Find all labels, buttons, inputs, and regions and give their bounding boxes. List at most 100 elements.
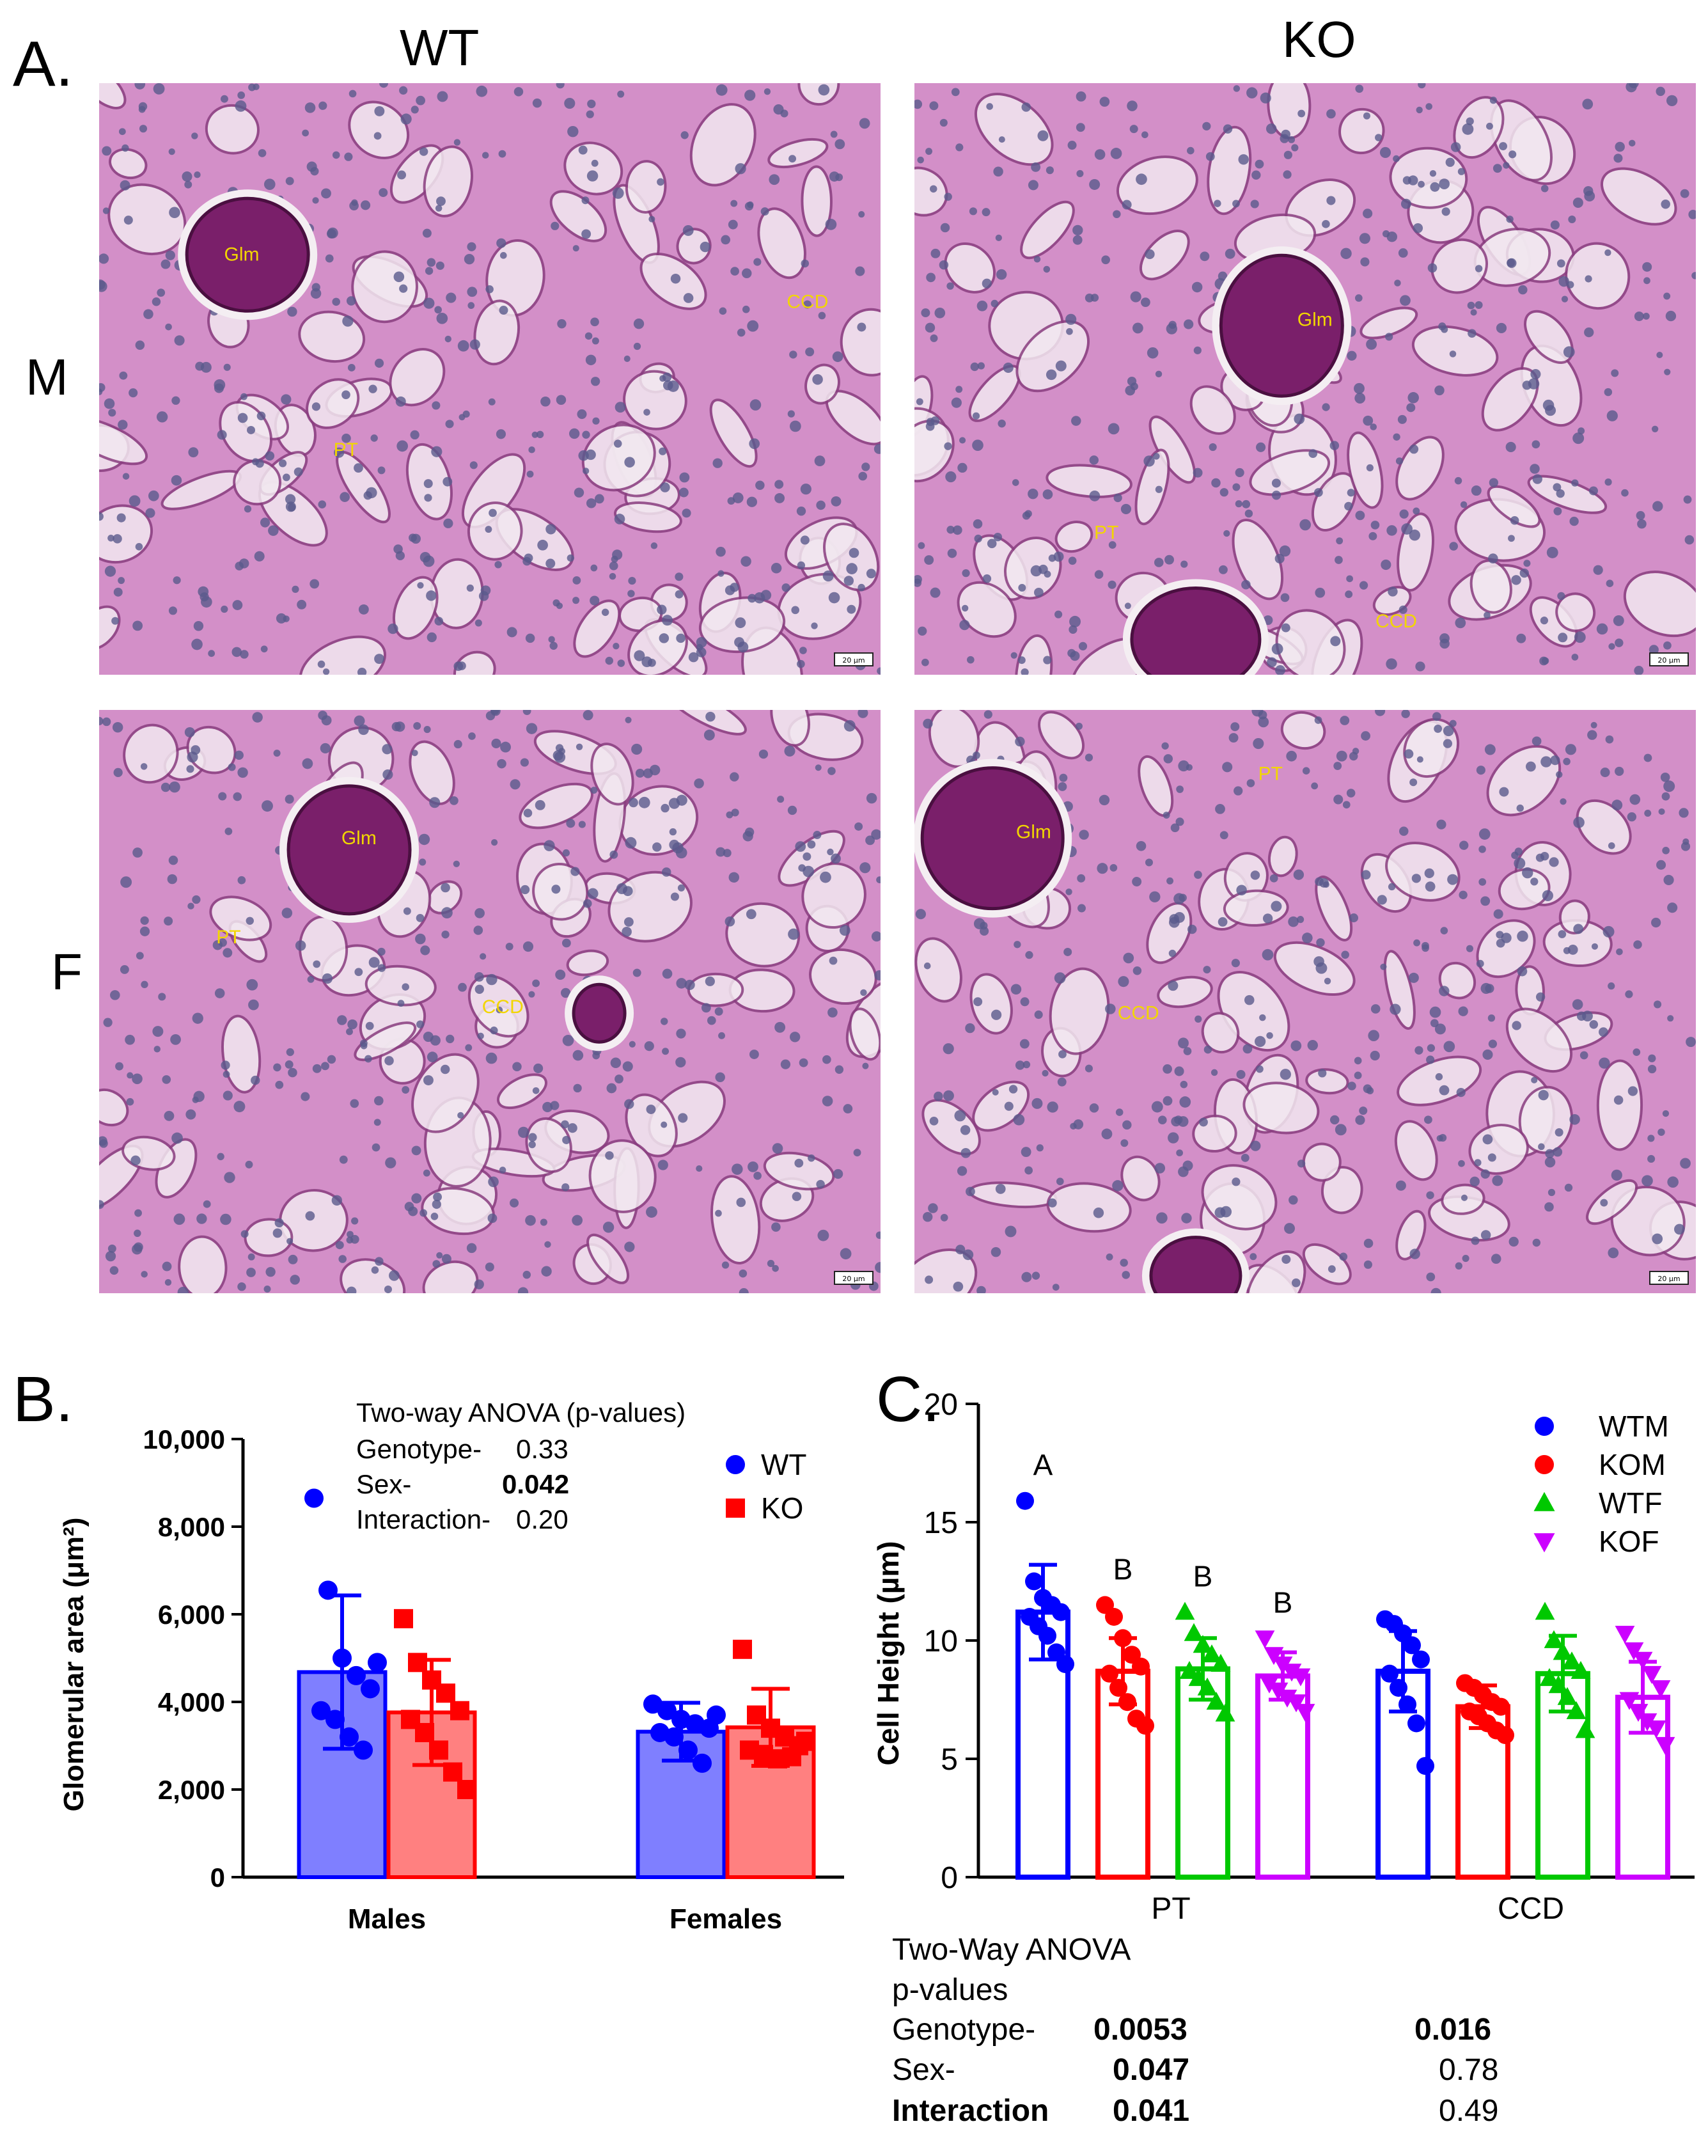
structure-label-pt: PT (1094, 522, 1118, 543)
y-axis-label: Cell Height (µm) (872, 1541, 905, 1765)
micrograph-wt-male: Glm CCD PT 20 μm (99, 83, 881, 675)
data-point (1637, 1713, 1657, 1731)
legend-marker (1533, 1491, 1555, 1511)
svg-text:20 μm: 20 μm (1657, 656, 1680, 665)
legend-label: WTF (1599, 1486, 1663, 1520)
structure-label-ccd: CCD (482, 996, 524, 1018)
data-point (1566, 1701, 1587, 1719)
anova-b-interaction-label: Interaction- (356, 1504, 491, 1534)
legend-marker (726, 1455, 745, 1474)
y-tick-label: 0 (941, 1861, 958, 1895)
data-point (1646, 1720, 1666, 1738)
legend-marker (1533, 1533, 1555, 1553)
data-point (657, 1701, 677, 1720)
data-point (1188, 1668, 1209, 1687)
structure-label-ccd: CCD (1375, 611, 1417, 632)
data-point (1264, 1647, 1284, 1665)
panel-b-letter: B. (13, 1364, 74, 1435)
data-point (1544, 1630, 1564, 1648)
data-point (1277, 1689, 1297, 1708)
data-point (1025, 1572, 1043, 1591)
column-header-wt: WT (400, 19, 480, 76)
legend-label: WTM (1599, 1410, 1669, 1443)
data-point (1215, 1703, 1235, 1722)
x-category-label: PT (1151, 1892, 1190, 1926)
data-point (1281, 1664, 1302, 1682)
data-point (1286, 1694, 1306, 1713)
y-tick-label: 0 (210, 1862, 225, 1892)
data-point (1259, 1675, 1280, 1694)
anova-c-sex-label: Sex- (892, 2053, 955, 2087)
structure-label-glm: Glm (1016, 822, 1051, 843)
structure-label-pt: PT (334, 439, 358, 460)
anova-b-genotype-value: 0.33 (516, 1434, 568, 1464)
data-point (368, 1653, 387, 1672)
anova-c-interaction-label: Interaction (892, 2094, 1049, 2128)
y-tick-label: 5 (941, 1743, 958, 1777)
data-point (1412, 1650, 1430, 1669)
data-point (450, 1701, 469, 1720)
legend-label: WT (761, 1448, 807, 1481)
row-header-male: M (26, 349, 68, 405)
row-header-female: F (51, 943, 82, 1000)
data-point (1403, 1636, 1421, 1655)
y-tick-label: 10 (924, 1625, 958, 1658)
data-point (1407, 1714, 1425, 1733)
data-point (678, 1740, 698, 1760)
data-point (347, 1665, 366, 1685)
panel-a-letter: A. (13, 28, 74, 100)
data-point (394, 1609, 413, 1628)
anova-c-genotype-ccd: 0.016 (1414, 2013, 1492, 2047)
y-tick-label: 8,000 (158, 1512, 225, 1542)
data-point (1052, 1603, 1070, 1621)
data-point (443, 1762, 462, 1782)
data-point (1109, 1679, 1127, 1697)
data-point (1273, 1656, 1293, 1675)
data-point (429, 1740, 448, 1760)
micrograph-ko-male: Glm PT CCD 20 μm (914, 83, 1696, 675)
y-tick-label: 15 (924, 1506, 958, 1540)
data-point (1175, 1601, 1195, 1620)
structure-label-ccd: CCD (1118, 1002, 1159, 1023)
data-point (693, 1753, 712, 1773)
y-tick-label: 2,000 (158, 1775, 225, 1805)
data-point (1399, 1695, 1416, 1713)
data-point (1210, 1653, 1231, 1672)
anova-b-sex-value: 0.042 (502, 1469, 570, 1499)
data-point (1056, 1655, 1074, 1673)
data-point (1641, 1665, 1662, 1684)
data-point (318, 1580, 338, 1600)
data-point (1633, 1651, 1653, 1670)
data-point (340, 1727, 359, 1747)
legend-label: KOM (1599, 1448, 1666, 1481)
significance-letter: B (1193, 1560, 1213, 1593)
data-point (1553, 1642, 1573, 1660)
micrograph-ko-female: Glm PT CCD 20 μm (914, 710, 1696, 1293)
y-axis-label: Glomerular area (μm²) (58, 1518, 90, 1812)
data-point (1268, 1682, 1289, 1701)
data-point (733, 1639, 752, 1659)
data-point (1571, 1661, 1591, 1679)
scale-bar: 20 μm (1649, 652, 1689, 666)
anova-c-interaction-pt: 0.041 (1113, 2094, 1190, 2128)
legend-marker (726, 1499, 745, 1518)
data-point (333, 1648, 352, 1668)
panel-c-letter: C. (876, 1364, 940, 1435)
data-point (436, 1683, 455, 1703)
anova-c-genotype-pt: 0.0053 (1093, 2013, 1187, 2047)
data-point (1619, 1692, 1640, 1710)
data-point (1202, 1644, 1222, 1663)
data-point (1136, 1717, 1154, 1735)
data-point (1548, 1675, 1569, 1694)
data-point (1295, 1704, 1315, 1722)
legend-label: KOF (1599, 1525, 1659, 1558)
data-point (1101, 1664, 1118, 1683)
significance-letter: A (1033, 1449, 1053, 1482)
scale-bar: 20 μm (834, 652, 874, 666)
data-point (1038, 1626, 1056, 1645)
legend-marker (1535, 1455, 1554, 1474)
y-tick-label: 6,000 (158, 1600, 225, 1630)
data-point (664, 1727, 684, 1747)
data-point (1562, 1651, 1582, 1670)
anova-c-sex-pt: 0.047 (1113, 2053, 1190, 2087)
